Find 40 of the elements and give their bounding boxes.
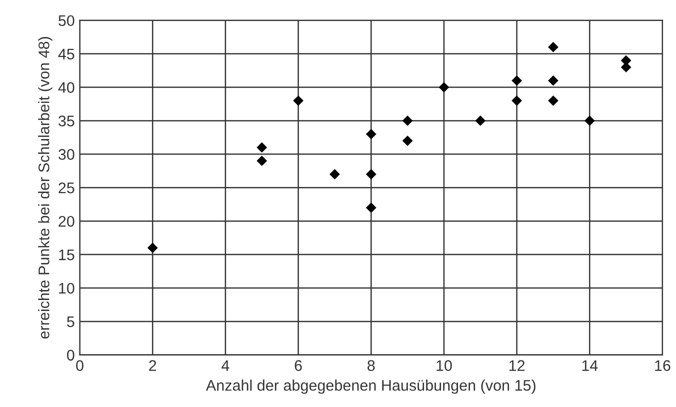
- x-tick-label: 8: [368, 360, 375, 371]
- point: [402, 116, 413, 126]
- x-tick-label: 14: [582, 360, 598, 371]
- y-tick-label: 35: [58, 116, 74, 126]
- y-tick-label: 0: [67, 350, 74, 361]
- point: [548, 95, 558, 106]
- point: [475, 116, 486, 126]
- y-tick-label: 20: [58, 216, 74, 227]
- point: [293, 95, 304, 106]
- y-tick-label: 5: [67, 316, 74, 328]
- y-tick-label: 50: [58, 15, 74, 26]
- y-axis-title: erreichte Punkte bei der Schularbeit (von 48): [38, 36, 52, 339]
- point: [402, 136, 413, 146]
- point: [256, 142, 268, 153]
- x-tick-label: 6: [294, 360, 302, 371]
- point: [512, 75, 522, 86]
- y-tick-label: 15: [59, 250, 74, 260]
- x-tick-label: 0: [76, 360, 84, 371]
- point: [366, 128, 376, 140]
- x-tick-label: 2: [149, 360, 156, 371]
- point: [256, 156, 268, 166]
- y-tick-label: 40: [58, 82, 74, 93]
- point: [438, 82, 450, 92]
- point: [147, 242, 158, 254]
- point: [512, 95, 522, 106]
- x-tick-label: 10: [436, 360, 452, 371]
- y-tick-label: 45: [58, 48, 74, 60]
- point: [548, 75, 558, 86]
- x-tick-label: 12: [509, 360, 525, 371]
- y-tick-label: 25: [58, 182, 74, 194]
- y-tick-label: 10: [59, 282, 74, 294]
- point: [584, 116, 595, 126]
- x-tick-label: 16: [655, 360, 670, 371]
- point: [366, 202, 376, 213]
- point: [330, 169, 340, 180]
- point: [366, 169, 376, 180]
- x-tick-label: 4: [222, 360, 230, 371]
- x-axis-title: Anzahl der abgegebenen Hausübungen (von 15): [206, 380, 536, 394]
- point: [548, 42, 558, 52]
- y-tick-label: 30: [58, 149, 74, 160]
